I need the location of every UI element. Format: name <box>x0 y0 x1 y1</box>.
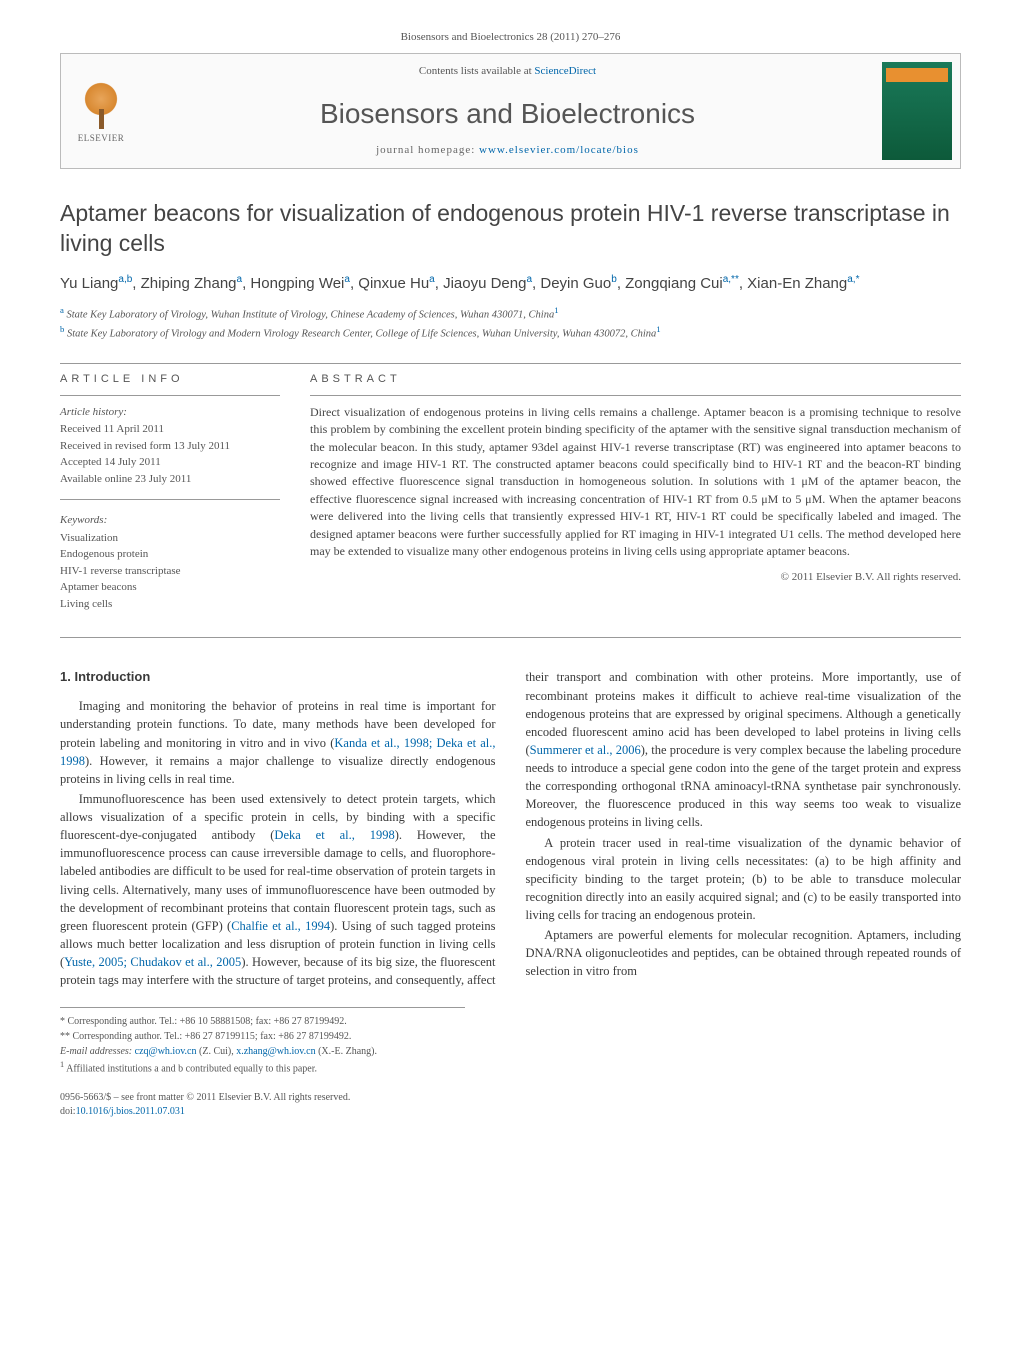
journal-name: Biosensors and Bioelectronics <box>141 94 874 133</box>
history-line: Received 11 April 2011 <box>60 421 280 438</box>
homepage-prefix: journal homepage: <box>376 144 479 156</box>
sciencedirect-link[interactable]: ScienceDirect <box>534 65 596 77</box>
divider <box>60 637 961 638</box>
homepage-link[interactable]: www.elsevier.com/locate/bios <box>479 144 639 156</box>
divider <box>60 395 280 396</box>
elsevier-logo: ELSEVIER <box>61 54 141 168</box>
article-history: Article history: Received 11 April 2011R… <box>60 404 280 488</box>
article-info-label: ARTICLE INFO <box>60 372 280 387</box>
footnote-emails: E-mail addresses: czq@wh.iov.cn (Z. Cui)… <box>60 1044 465 1059</box>
history-line: Available online 23 July 2011 <box>60 471 280 488</box>
footer-doi: doi:10.1016/j.bios.2011.07.031 <box>60 1105 961 1119</box>
abstract-label: ABSTRACT <box>310 372 961 387</box>
keyword: Living cells <box>60 596 280 613</box>
body-paragraph: Aptamers are powerful elements for molec… <box>526 926 962 980</box>
abstract-column: ABSTRACT Direct visualization of endogen… <box>310 372 961 613</box>
contents-prefix: Contents lists available at <box>419 65 534 77</box>
abstract-text: Direct visualization of endogenous prote… <box>310 404 961 561</box>
email-link[interactable]: czq@wh.iov.cn <box>135 1046 197 1057</box>
keyword: Endogenous protein <box>60 546 280 563</box>
history-line: Received in revised form 13 July 2011 <box>60 438 280 455</box>
history-line: Accepted 14 July 2011 <box>60 454 280 471</box>
introduction-heading: 1. Introduction <box>60 668 496 687</box>
elsevier-tree-icon <box>76 79 126 129</box>
footnote-corresponding-2: ** Corresponding author. Tel.: +86 27 87… <box>60 1029 465 1044</box>
journal-cover-thumbnail <box>882 62 952 160</box>
info-abstract-row: ARTICLE INFO Article history: Received 1… <box>60 372 961 613</box>
affiliations: a State Key Laboratory of Virology, Wuha… <box>60 304 961 342</box>
body-paragraph: Imaging and monitoring the behavior of p… <box>60 697 496 788</box>
footnote-corresponding-1: * Corresponding author. Tel.: +86 10 588… <box>60 1014 465 1029</box>
homepage-line: journal homepage: www.elsevier.com/locat… <box>141 143 874 158</box>
author-list: Yu Lianga,b, Zhiping Zhanga, Hongping We… <box>60 273 961 294</box>
divider <box>60 363 961 364</box>
keywords-block: Keywords: VisualizationEndogenous protei… <box>60 512 280 612</box>
top-citation: Biosensors and Bioelectronics 28 (2011) … <box>60 30 961 45</box>
keyword: Aptamer beacons <box>60 579 280 596</box>
footer-copyright: 0956-5663/$ – see front matter © 2011 El… <box>60 1091 961 1105</box>
keywords-heading: Keywords: <box>60 512 280 529</box>
divider <box>310 395 961 396</box>
footnotes: * Corresponding author. Tel.: +86 10 588… <box>60 1007 465 1076</box>
header-center: Contents lists available at ScienceDirec… <box>141 54 874 168</box>
publisher-name: ELSEVIER <box>78 132 125 145</box>
article-info-column: ARTICLE INFO Article history: Received 1… <box>60 372 280 613</box>
history-heading: Article history: <box>60 404 280 421</box>
copyright: © 2011 Elsevier B.V. All rights reserved… <box>310 570 961 585</box>
divider <box>60 499 280 500</box>
keyword: Visualization <box>60 530 280 547</box>
body-text: 1. Introduction Imaging and monitoring t… <box>60 668 961 989</box>
body-paragraph: A protein tracer used in real-time visua… <box>526 834 962 925</box>
journal-header: ELSEVIER Contents lists available at Sci… <box>60 53 961 169</box>
keyword: HIV-1 reverse transcriptase <box>60 563 280 580</box>
contents-line: Contents lists available at ScienceDirec… <box>141 64 874 79</box>
article-title: Aptamer beacons for visualization of end… <box>60 199 961 259</box>
doi-link[interactable]: 10.1016/j.bios.2011.07.031 <box>76 1106 185 1117</box>
footnote-contribution: 1 Affiliated institutions a and b contri… <box>60 1059 465 1076</box>
page-footer: 0956-5663/$ – see front matter © 2011 El… <box>60 1091 961 1119</box>
email-label: E-mail addresses: <box>60 1046 132 1057</box>
email-link[interactable]: x.zhang@wh.iov.cn <box>236 1046 315 1057</box>
